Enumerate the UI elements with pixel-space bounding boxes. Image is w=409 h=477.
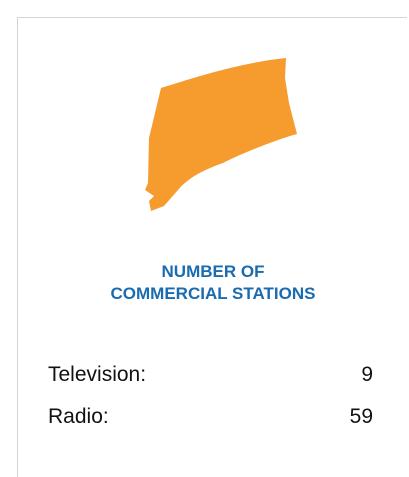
heading-line: COMMERCIAL STATIONS: [110, 284, 316, 303]
card: NUMBER OF COMMERCIAL STATIONS Television…: [17, 17, 407, 477]
stat-value: 59: [349, 405, 373, 428]
state-shape: [145, 58, 297, 211]
stat-value: 9: [361, 363, 373, 386]
stat-row: Television: 9: [48, 363, 373, 387]
stat-label: Radio:: [48, 405, 109, 428]
state-outline: [145, 58, 297, 211]
stat-row: Radio: 59: [48, 405, 373, 429]
stat-label: Television:: [48, 363, 147, 386]
heading-line: NUMBER OF: [161, 262, 265, 281]
